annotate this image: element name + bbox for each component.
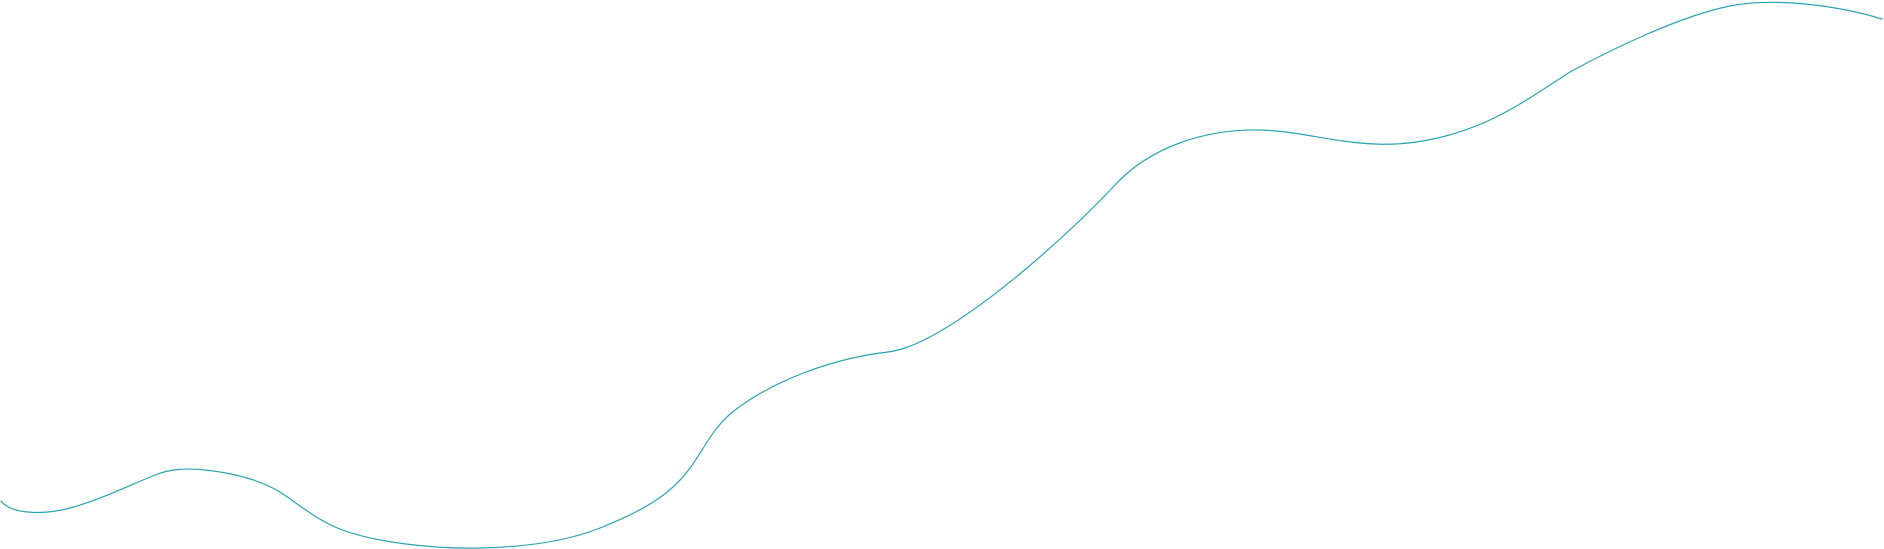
wave-line [0,1,1883,549]
page-canvas [0,0,1884,549]
wave-decoration [0,1,1883,549]
